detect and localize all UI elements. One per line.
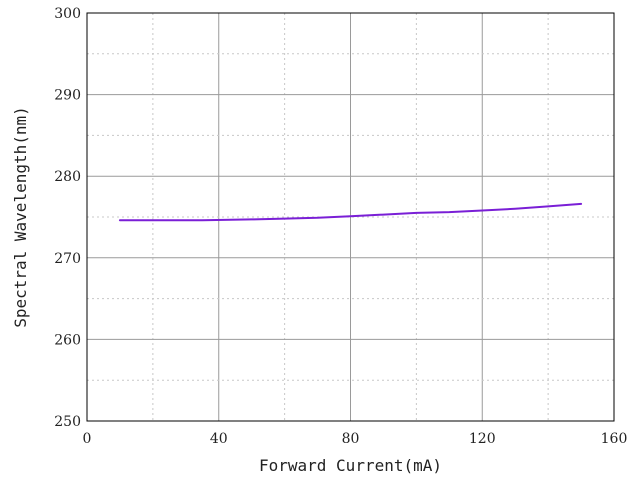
y-axis-title: Spectral Wavelength(nm) <box>11 106 30 328</box>
y-tick-label: 300 <box>54 6 81 22</box>
y-tick-label: 290 <box>54 88 81 104</box>
y-tick-label: 280 <box>54 169 81 185</box>
axis-ticks: 0 40 80 120 160 250 260 270 280 290 300 <box>54 6 627 447</box>
y-tick-label: 250 <box>54 414 81 430</box>
x-axis-title: Forward Current(mA) <box>259 456 442 475</box>
y-tick-label: 260 <box>54 332 81 348</box>
x-tick-label: 0 <box>83 431 92 447</box>
x-tick-label: 40 <box>210 431 228 447</box>
plot-frame <box>86 12 615 422</box>
series-line <box>118 202 583 222</box>
x-tick-label: 80 <box>342 431 360 447</box>
x-tick-label: 160 <box>601 431 628 447</box>
series-layer <box>118 202 583 222</box>
x-tick-label: 120 <box>469 431 496 447</box>
y-tick-label: 270 <box>54 251 81 267</box>
